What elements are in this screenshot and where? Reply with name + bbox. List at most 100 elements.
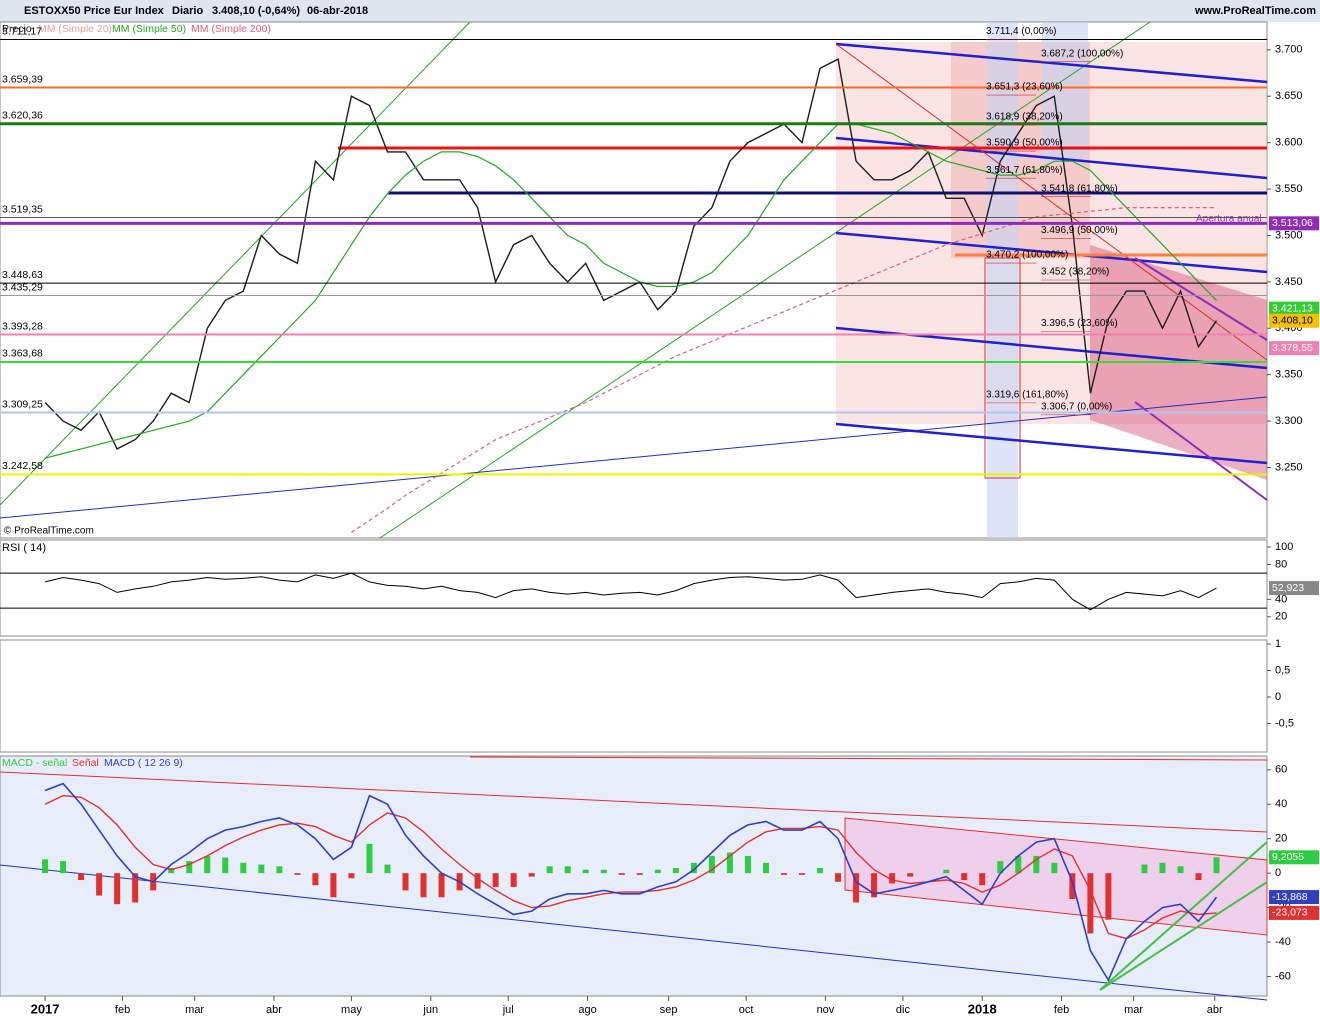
histogram-bar (726, 852, 733, 874)
y-tick-label: 100 (1275, 541, 1293, 553)
y-tick-label: 3.700 (1275, 44, 1303, 56)
watermark: © ProRealTime.com (4, 526, 94, 537)
fib-label: 3.470,2 (100,00%) (986, 250, 1068, 261)
value-box-label: 3.378,55 (1272, 342, 1313, 354)
histogram-bar (853, 873, 860, 903)
y-tick-label: 0 (1275, 691, 1281, 703)
y-tick-label: 0 (1275, 867, 1281, 879)
histogram-bar (1015, 855, 1022, 874)
histogram-bar (78, 873, 85, 881)
channel-line (835, 136, 1268, 180)
histogram-bar (96, 873, 103, 896)
histogram-bar (222, 857, 229, 874)
channel-line (835, 231, 1268, 274)
trend-line (379, 21, 1151, 539)
macd-trend (1099, 841, 1268, 991)
legend-entry: MM (Simple 200) (191, 23, 271, 35)
histogram-bar (907, 873, 914, 877)
y-tick-label: 3.250 (1275, 461, 1303, 473)
channel-line (835, 422, 1268, 465)
y-tick-label: 60 (1275, 764, 1287, 776)
level-label: 3.620,36 (2, 110, 43, 122)
x-tick-label: dic (896, 1004, 911, 1016)
x-tick-label: 2017 (31, 1001, 60, 1016)
histogram-bar (240, 862, 247, 874)
header-last: 3.408,10 (-0,64%) (212, 5, 300, 17)
histogram-bar (654, 869, 661, 874)
x-tick-label: jul (502, 1004, 514, 1016)
histogram-bar (582, 869, 589, 874)
legend-entry: MACD ( 12 26 9) (104, 757, 183, 769)
value-box-label: 3.421,13 (1272, 302, 1313, 314)
level-label: 3.309,25 (2, 398, 43, 410)
histogram-bar (961, 873, 968, 881)
legend-entry: MM (Simple 20) (38, 23, 112, 35)
value-box-label: 52,923 (1272, 582, 1304, 594)
histogram-bar (1033, 855, 1040, 874)
x-tick-label: mar (1124, 1004, 1143, 1016)
channel-line (835, 42, 1268, 84)
macd-channel (844, 817, 1268, 936)
price-line (351, 207, 1217, 533)
histogram-bar (744, 855, 751, 874)
channel-line (1134, 401, 1268, 501)
histogram-bar (60, 861, 67, 874)
signal-line (44, 794, 1217, 940)
rsi-panel (0, 539, 1268, 637)
fib-label: 3.496,9 (50,00%) (1041, 225, 1118, 236)
rsi-line (44, 572, 1217, 611)
y-tick-label: 3.550 (1275, 183, 1303, 195)
y-tick-label: 40 (1275, 798, 1287, 810)
value-box-label: -13,868 (1272, 891, 1308, 903)
header-period: Diario (172, 5, 203, 17)
x-tick-label: ago (578, 1004, 596, 1016)
histogram-bar (186, 861, 193, 874)
histogram-bar (132, 873, 139, 903)
level-label: 3.659,39 (2, 73, 43, 85)
y-tick-label: 20 (1275, 611, 1287, 623)
histogram-bar (366, 843, 373, 874)
histogram-bar (600, 869, 607, 874)
time-band (987, 22, 1018, 538)
value-box (1269, 850, 1319, 865)
histogram-bar (871, 873, 878, 898)
y-tick-label: 3.350 (1275, 369, 1303, 381)
x-tick-label: may (341, 1004, 362, 1016)
histogram-bar (42, 859, 49, 874)
histogram-bar (672, 867, 679, 874)
histogram-bar (1159, 862, 1166, 874)
macd-line (44, 782, 1218, 982)
histogram-bar (546, 866, 553, 874)
histogram-bar (1105, 873, 1112, 920)
header-title: ESTOXX50 Price Eur Index (24, 5, 165, 17)
value-box-label: 9,2055 (1272, 851, 1304, 863)
trend-line (0, 396, 1268, 519)
fib-box (984, 257, 1021, 479)
histogram-bar (474, 873, 481, 889)
value-box-label: -23,073 (1272, 907, 1308, 919)
level-label: 3.363,68 (2, 348, 43, 360)
histogram-bar (708, 855, 715, 874)
legend-entry: MM (Simple 50) (112, 23, 186, 35)
level-label: 3.242,58 (2, 460, 43, 472)
histogram-bar (636, 873, 643, 875)
x-tick-label: abr (1207, 1004, 1223, 1016)
annotation: Apertura anual (1196, 214, 1262, 225)
fib-label: 3.561,7 (61,80%) (986, 165, 1063, 176)
price-line (44, 123, 1217, 459)
legend-entry: MACD - señal (2, 757, 67, 769)
rsi-title: RSI ( 14) (2, 542, 46, 554)
histogram-bar (276, 866, 283, 874)
histogram-bar (168, 867, 175, 874)
histogram-bar (817, 867, 824, 874)
trend-line (0, 21, 471, 506)
y-tick-label: -40 (1275, 936, 1291, 948)
histogram-bar (799, 873, 806, 875)
fib-label: 3.590,9 (50,00%) (986, 138, 1063, 149)
fib-label: 3.396,5 (23,60%) (1041, 318, 1118, 329)
histogram-bar (528, 873, 535, 877)
histogram-bar (330, 873, 337, 898)
histogram-bar (1195, 873, 1202, 881)
x-tick-label: feb (115, 1004, 130, 1016)
macd-trend (0, 864, 1268, 1001)
